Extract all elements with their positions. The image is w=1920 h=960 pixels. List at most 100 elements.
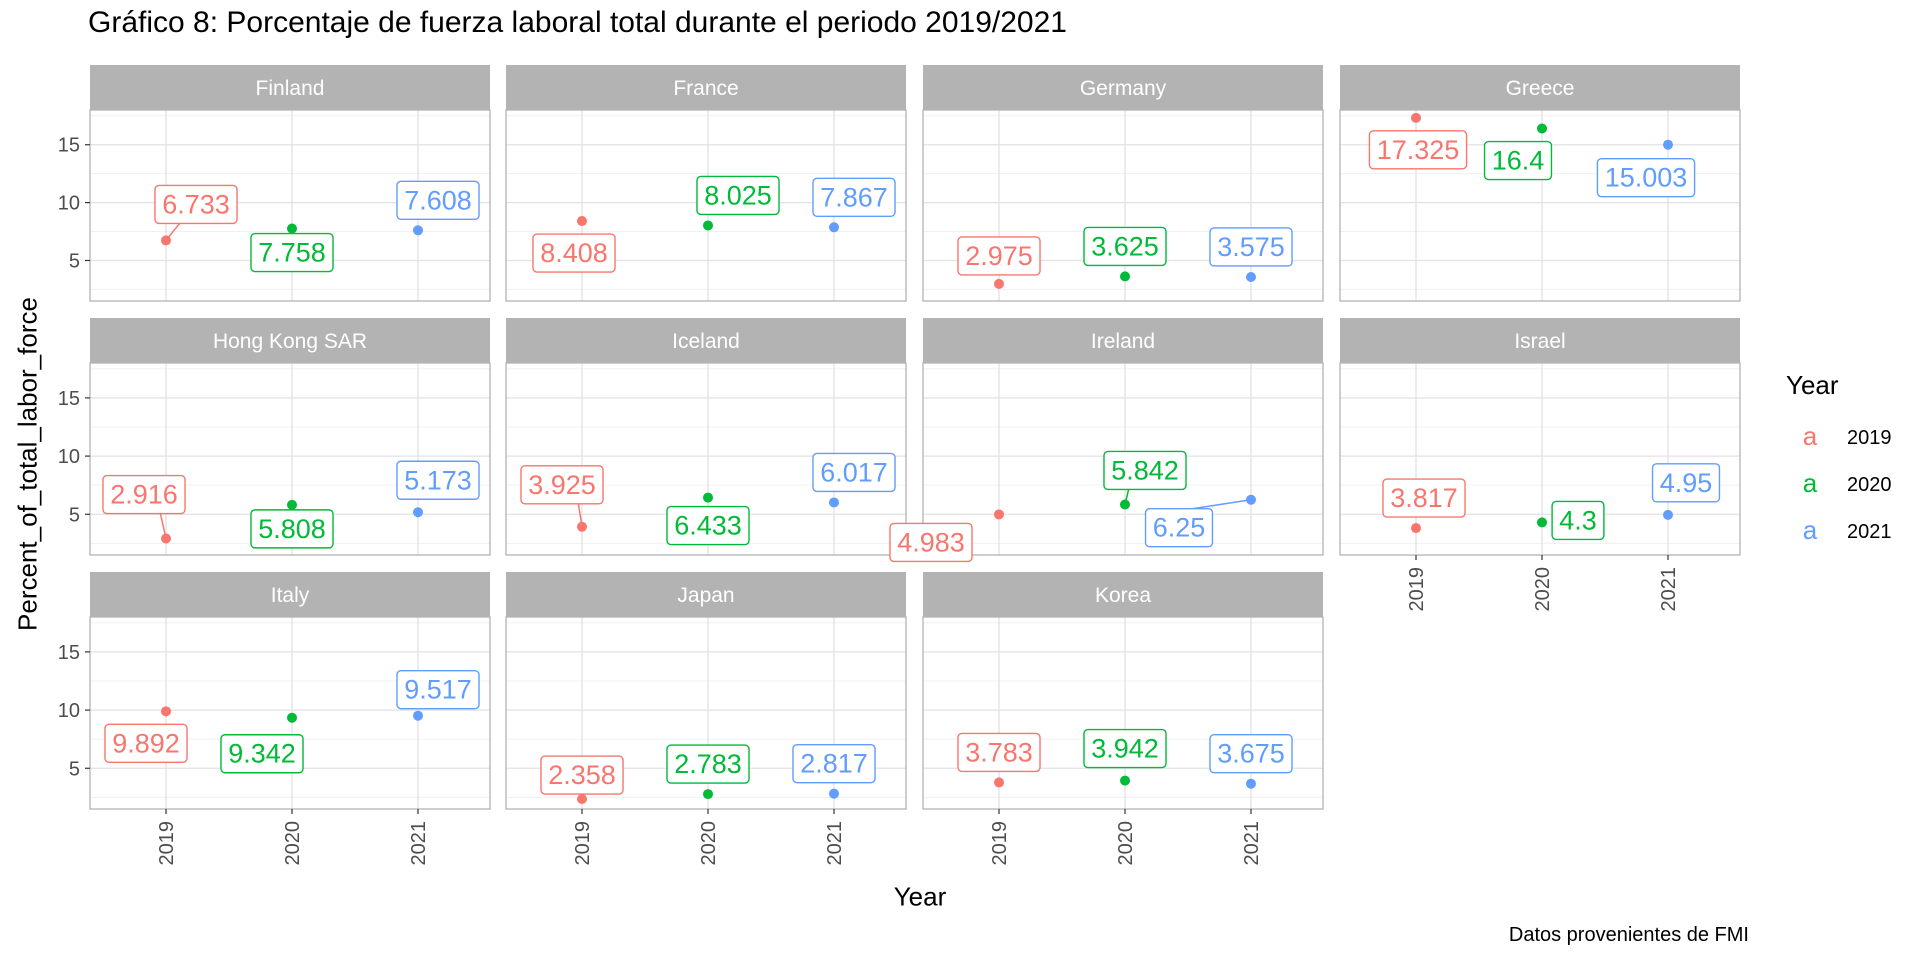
facet-strip: [1340, 318, 1740, 363]
data-label-box: [792, 743, 876, 784]
data-label-box: [812, 452, 896, 493]
y-tick-label: 5: [69, 250, 80, 272]
data-point-2021: [829, 497, 839, 508]
data-label-box: [520, 465, 604, 505]
y-tick-label: 15: [58, 388, 80, 410]
chart-title: Gráfico 8: Porcentaje de fuerza laboral …: [88, 6, 1067, 39]
x-tick-label: 2020: [282, 821, 304, 866]
data-label-box: [812, 177, 896, 217]
data-label: 3.783: [965, 737, 1033, 767]
data-label: 3.575: [1217, 232, 1285, 262]
y-tick-label: 10: [58, 446, 80, 468]
data-point-2020: [703, 492, 713, 503]
data-label: 3.675: [1217, 739, 1285, 769]
data-label: 8.025: [704, 180, 772, 210]
data-label: 3.925: [528, 470, 596, 500]
data-point-2019: [1411, 523, 1421, 534]
facet-strip: [90, 318, 490, 363]
data-label: 2.783: [674, 749, 742, 779]
data-point-2020: [1120, 271, 1130, 282]
facet-strip-label: Italy: [271, 584, 310, 607]
data-point-2019: [577, 521, 587, 532]
data-point-2019: [577, 794, 587, 805]
legend-item-label: 2021: [1847, 521, 1892, 543]
y-tick-label: 10: [58, 700, 80, 722]
data-label: 2.358: [548, 760, 616, 790]
x-tick-label: 2020: [698, 821, 720, 866]
data-label-box: [250, 232, 334, 273]
facet-strip: [506, 65, 906, 110]
data-point-2020: [703, 220, 713, 231]
data-point-2019: [1411, 112, 1421, 123]
data-label: 4.3: [1559, 505, 1597, 535]
data-point-2019: [994, 777, 1004, 788]
data-label-box: [1103, 450, 1187, 491]
panel-border: [922, 362, 1324, 556]
data-label: 9.517: [404, 675, 472, 705]
y-tick-label: 5: [69, 504, 80, 526]
x-tick-label: 2019: [1406, 567, 1428, 612]
data-label: 5.842: [1111, 455, 1179, 485]
facet-panel-finland: Finland 5 10 15 6.733 7.758 7.608: [58, 65, 491, 302]
data-label: 2.916: [110, 480, 178, 510]
data-label: 2.817: [800, 749, 868, 779]
facet-panel-greece: Greece 17.325 16.4 15.003: [1339, 65, 1741, 302]
data-label-box: [396, 180, 480, 220]
data-label-box: [1083, 728, 1167, 769]
data-label-box: [540, 755, 624, 795]
x-tick-label: 2020: [1115, 821, 1137, 866]
facet-panel-japan: Japan 2019 2020 2021 2.358 2.783 2.817: [505, 572, 907, 866]
data-point-2021: [413, 507, 423, 518]
y-tick-label: 15: [58, 135, 80, 157]
data-point-2020: [287, 499, 297, 510]
data-label-box: [666, 744, 750, 784]
data-point-2019: [161, 235, 171, 246]
x-tick-label: 2021: [408, 821, 430, 866]
data-point-2021: [1663, 509, 1673, 520]
y-tick-label: 15: [58, 642, 80, 664]
data-label-box: [104, 723, 188, 764]
facet-panel-iceland: Iceland 3.925 6.433 6.017: [505, 318, 907, 556]
data-label: 17.325: [1377, 135, 1460, 165]
panel-border: [89, 109, 491, 302]
x-tick-label: 2021: [1658, 567, 1680, 612]
data-point-2021: [829, 222, 839, 233]
data-label-box: [1368, 130, 1468, 170]
data-label-box: [102, 474, 186, 515]
data-point-2019: [161, 533, 171, 544]
facet-strip: [506, 318, 906, 363]
facet-strip: [923, 572, 1323, 617]
facet-strip: [1340, 65, 1740, 110]
facet-panel-france: France 8.408 8.025 7.867: [505, 65, 907, 302]
data-point-2020: [1120, 499, 1130, 510]
panel-border: [89, 362, 491, 556]
facet-strip: [90, 65, 490, 110]
data-label: 8.408: [540, 238, 608, 268]
data-point-2019: [161, 706, 171, 717]
y-tick-label: 10: [58, 193, 80, 215]
facet-panel-hong-kong-sar: Hong Kong SAR 5 10 15 2.916 5.808 5.173: [58, 318, 491, 556]
legend-title: Year: [1786, 370, 1839, 400]
panel-border: [505, 109, 907, 302]
chart-caption: Datos provenientes de FMI: [1508, 924, 1749, 946]
panel-border: [922, 109, 1324, 302]
data-label: 4.983: [897, 527, 965, 557]
panel-border: [1339, 109, 1741, 302]
data-label: 5.808: [258, 514, 326, 544]
data-label-box: [666, 505, 750, 546]
data-label-box: [957, 236, 1041, 276]
panel-border: [505, 362, 907, 556]
data-label-box: [1483, 140, 1553, 181]
data-label: 7.758: [258, 238, 326, 268]
facet-strip-label: Iceland: [672, 330, 740, 353]
data-label-box: [1144, 508, 1214, 548]
x-tick-label: 2019: [989, 821, 1011, 866]
data-label: 5.173: [404, 465, 472, 495]
data-label-box: [957, 732, 1041, 773]
data-label: 3.942: [1091, 734, 1159, 764]
legend-key-glyph: a: [1803, 515, 1818, 545]
data-label-box: [1651, 463, 1721, 503]
facet-strip-label: France: [673, 77, 738, 100]
data-point-2021: [1246, 494, 1256, 505]
